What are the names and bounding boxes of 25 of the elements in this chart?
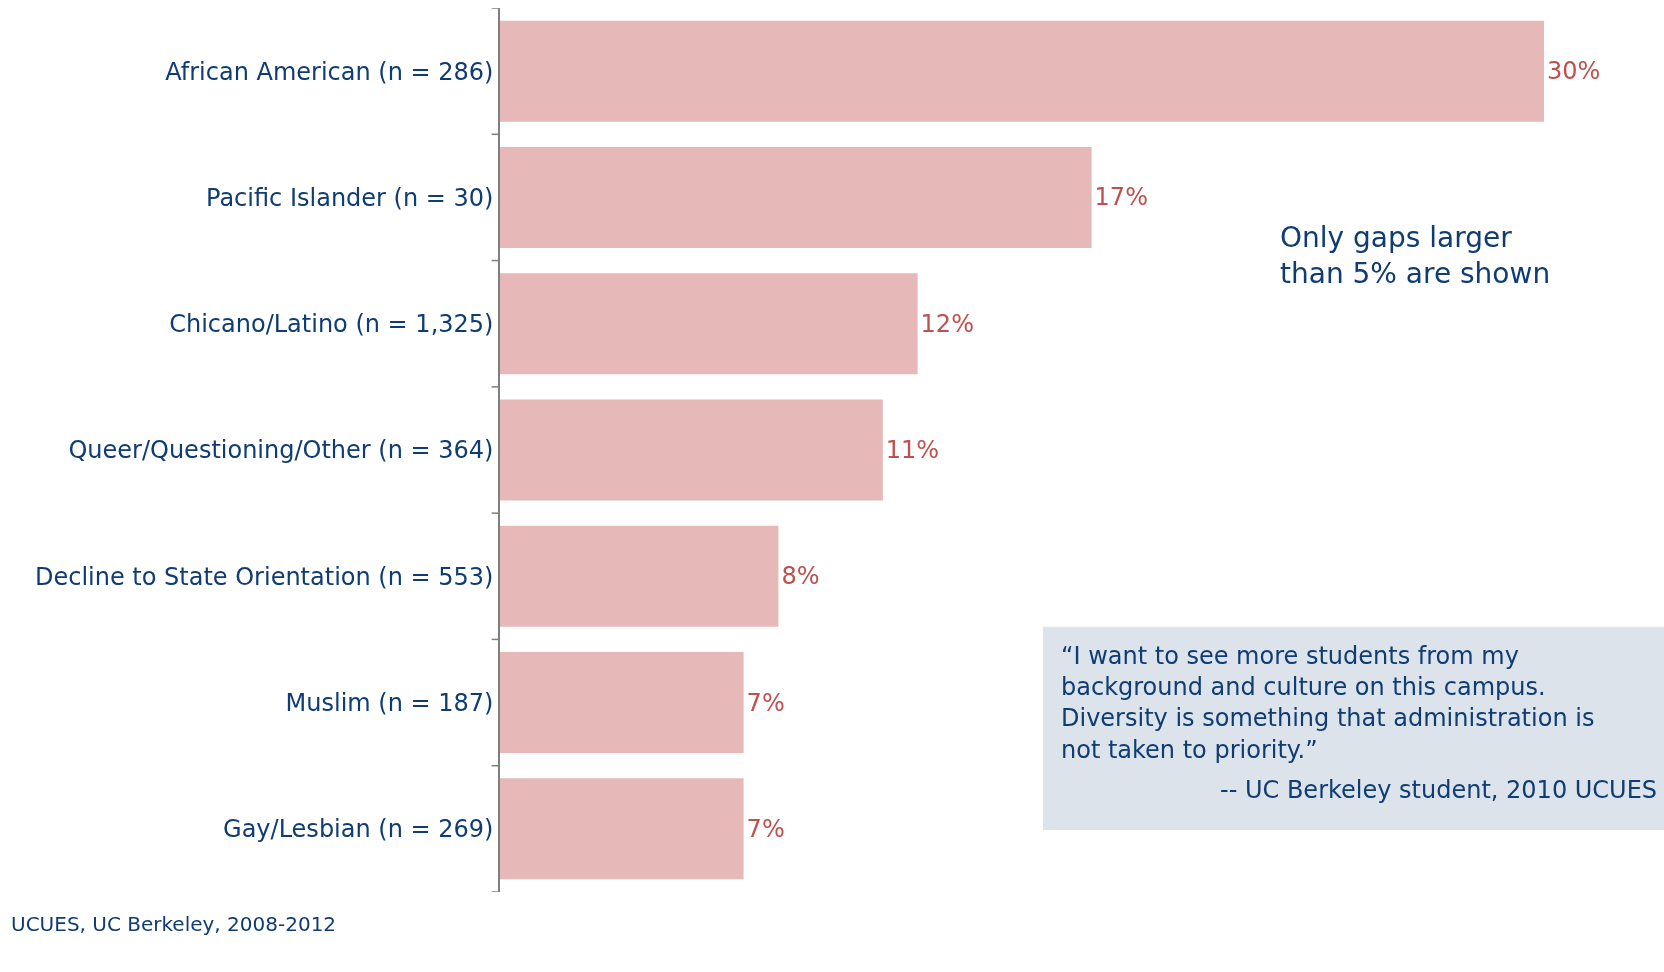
data-label: 7%	[746, 814, 785, 843]
text: UCUES, UC Berkeley, 2008-2012	[11, 912, 337, 936]
annotation: -- UC Berkeley student, 2010 UCUES	[1220, 776, 1658, 804]
bar	[500, 273, 918, 375]
bar	[500, 652, 744, 754]
annotation: “I want to see more students from my background and culture on this campus. Diversity is something that administration is not taken to priority.”	[1061, 642, 1595, 764]
data-label: 8%	[781, 562, 820, 591]
y-tick-label: Decline to State Orientation (n = 553)	[34, 562, 494, 591]
y-tick-label: Gay/Lesbian (n = 269)	[223, 815, 494, 844]
y-tick-label: Pacific Islander (n = 30)	[206, 183, 494, 212]
data-label: 12%	[920, 309, 974, 338]
data-label: 7%	[746, 688, 785, 717]
annotation: Only gaps larger than 5% are shown	[1280, 221, 1551, 291]
y-tick-label: Chicano/Latino (n = 1,325)	[169, 310, 494, 339]
bar	[500, 399, 883, 501]
y-tick-label: African American (n = 286)	[165, 57, 494, 86]
data-label: 30%	[1547, 57, 1601, 86]
bar	[500, 20, 1544, 122]
bar	[500, 146, 1092, 248]
bar	[500, 778, 744, 880]
data-label: 17%	[1094, 183, 1148, 212]
y-tick-label: Queer/Questioning/Other (n = 364)	[68, 436, 494, 465]
bar	[500, 525, 779, 627]
y-tick-label: Muslim (n = 187)	[285, 688, 494, 717]
data-label: 11%	[885, 436, 940, 464]
